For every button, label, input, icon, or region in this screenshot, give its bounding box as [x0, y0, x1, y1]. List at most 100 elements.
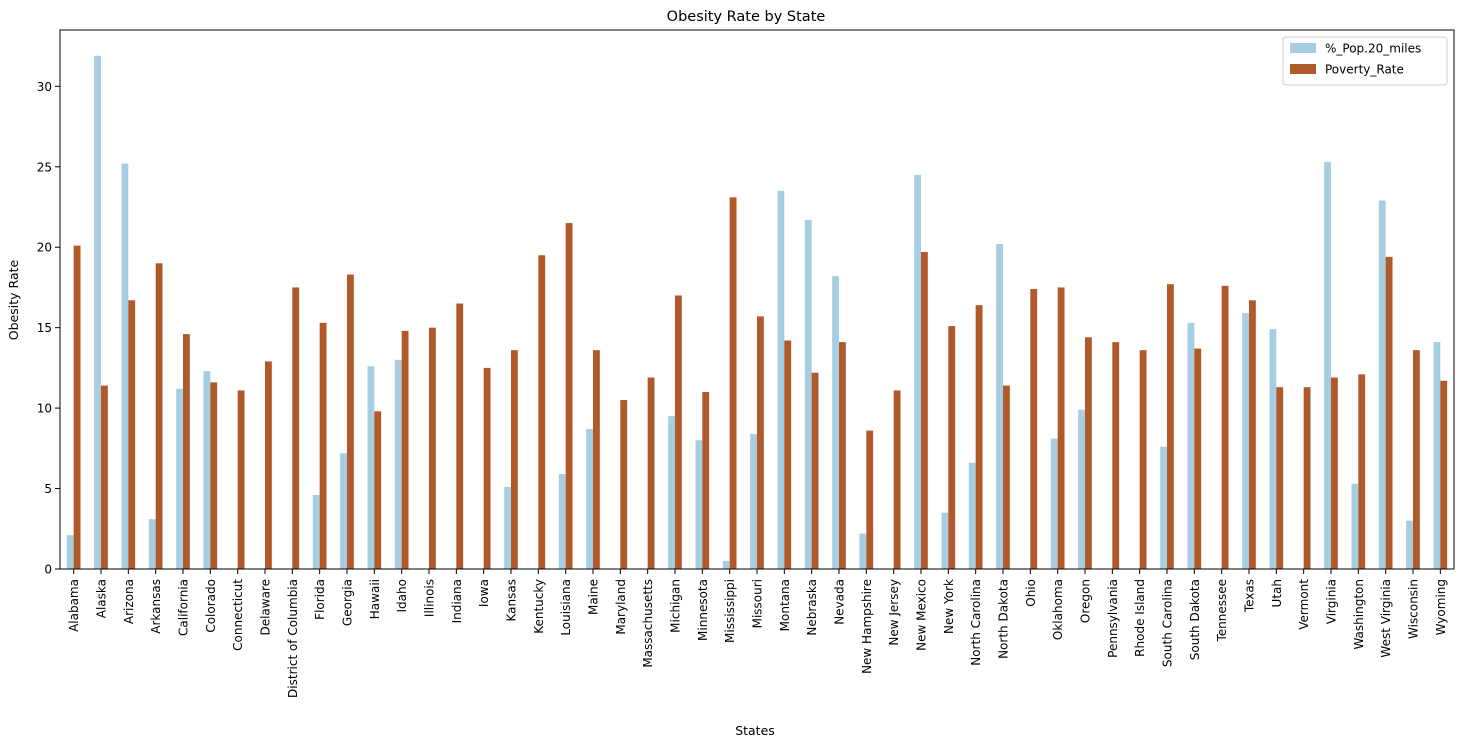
x-tick-label-wyoming: Wyoming	[1434, 579, 1448, 635]
bar-poverty-rate-tennessee	[1221, 285, 1229, 569]
bar-poverty-rate-utah	[1276, 387, 1284, 569]
x-tick-label-new-jersey: New Jersey	[887, 579, 901, 646]
bar-poverty-rate-arkansas	[155, 263, 163, 569]
bar-poverty-rate-rhode-island	[1139, 350, 1147, 569]
bar-poverty-rate-kentucky	[538, 255, 546, 569]
bar-poverty-rate-iowa	[483, 367, 491, 569]
bar-poverty-rate-virginia	[1331, 377, 1338, 569]
y-tick-label: 30	[37, 80, 52, 94]
legend-label-pop-20-miles: %_Pop.20_miles	[1325, 42, 1421, 56]
y-tick-label: 20	[37, 241, 52, 255]
bar-poverty-rate-north-dakota	[1003, 385, 1010, 569]
y-tick-label: 5	[44, 482, 52, 496]
bar-poverty-rate-wyoming	[1440, 380, 1448, 569]
x-tick-label-maryland: Maryland	[614, 579, 628, 635]
y-tick-label: 0	[44, 563, 52, 577]
bar-poverty-rate-new-jersey	[893, 390, 901, 569]
x-tick-label-south-carolina: South Carolina	[1161, 579, 1175, 667]
bar-pop-20-miles-colorado	[203, 371, 211, 569]
x-tick-label-oklahoma: Oklahoma	[1051, 579, 1065, 640]
bar-poverty-rate-florida	[319, 322, 327, 569]
x-tick-label-washington: Washington	[1352, 579, 1366, 650]
bar-poverty-rate-minnesota	[702, 392, 710, 569]
x-tick-label-hawaii: Hawaii	[368, 579, 382, 619]
bar-pop-20-miles-louisiana	[558, 474, 566, 569]
bar-poverty-rate-ohio	[1030, 289, 1038, 569]
bar-poverty-rate-arizona	[128, 300, 136, 569]
bar-poverty-rate-louisiana	[565, 223, 573, 569]
x-tick-label-district-of-columbia: District of Columbia	[286, 579, 300, 698]
bar-pop-20-miles-hawaii	[367, 366, 375, 569]
bar-poverty-rate-michigan	[675, 295, 682, 569]
bar-pop-20-miles-kansas	[504, 486, 511, 569]
bar-pop-20-miles-arizona	[121, 163, 129, 570]
bar-pop-20-miles-south-carolina	[1160, 446, 1167, 569]
x-tick-label-utah: Utah	[1270, 579, 1284, 607]
x-tick-label-kentucky: Kentucky	[532, 579, 546, 634]
bar-pop-20-miles-nebraska	[804, 219, 812, 570]
bar-poverty-rate-pennsylvania	[1112, 342, 1120, 569]
bar-pop-20-miles-utah	[1269, 329, 1277, 569]
legend-swatch-pop-20-miles	[1290, 43, 1316, 53]
x-tick-label-mississippi: Mississippi	[723, 579, 737, 643]
bar-poverty-rate-kansas	[511, 350, 518, 569]
bar-poverty-rate-idaho	[401, 330, 409, 569]
x-tick-label-alabama: Alabama	[67, 579, 81, 632]
bar-pop-20-miles-maine	[586, 429, 593, 569]
x-tick-label-ohio: Ohio	[1024, 579, 1038, 607]
bar-poverty-rate-new-mexico	[921, 252, 928, 570]
x-tick-label-tennessee: Tennessee	[1215, 579, 1229, 643]
bar-poverty-rate-connecticut	[237, 390, 245, 569]
legend: %_Pop.20_miles Poverty_Rate	[1282, 36, 1448, 86]
bar-poverty-rate-alaska	[101, 385, 108, 569]
bar-pop-20-miles-oklahoma	[1050, 438, 1058, 569]
bar-pop-20-miles-north-dakota	[996, 243, 1003, 570]
bar-poverty-rate-california	[183, 334, 190, 569]
x-tick-label-missouri: Missouri	[751, 579, 765, 628]
bar-poverty-rate-georgia	[347, 274, 354, 569]
x-tick-label-new-york: New York	[942, 579, 956, 634]
bar-pop-20-miles-new-hampshire	[859, 533, 867, 569]
bar-poverty-rate-washington	[1358, 374, 1366, 569]
x-tick-label-new-mexico: New Mexico	[915, 579, 929, 651]
x-tick-label-california: California	[177, 579, 191, 636]
x-axis: Alabama Alaska Arizona Arkansas California Co…	[67, 569, 1448, 698]
bar-poverty-rate-maryland	[620, 400, 628, 569]
x-tick-label-nevada: Nevada	[833, 579, 847, 625]
x-tick-label-connecticut: Connecticut	[231, 579, 245, 651]
legend-label-poverty-rate: Poverty_Rate	[1325, 63, 1404, 77]
bar-pop-20-miles-washington	[1351, 483, 1359, 569]
bar-pop-20-miles-wisconsin	[1406, 520, 1413, 569]
bar-pop-20-miles-alaska	[94, 55, 101, 570]
bar-poverty-rate-oregon	[1085, 337, 1092, 569]
legend-swatch-poverty-rate	[1290, 64, 1316, 74]
bar-poverty-rate-montana	[784, 340, 792, 569]
bar-poverty-rate-new-hampshire	[866, 430, 874, 569]
bar-poverty-rate-illinois	[429, 327, 436, 569]
x-tick-label-north-dakota: North Dakota	[997, 579, 1011, 659]
x-tick-label-texas: Texas	[1243, 579, 1257, 613]
bar-poverty-rate-mississippi	[729, 197, 737, 569]
x-tick-label-iowa: Iowa	[477, 579, 491, 607]
bar-poverty-rate-missouri	[757, 316, 764, 569]
x-tick-label-idaho: Idaho	[395, 579, 409, 612]
x-tick-label-arkansas: Arkansas	[149, 579, 163, 634]
x-tick-label-colorado: Colorado	[204, 579, 218, 633]
x-tick-label-montana: Montana	[778, 579, 792, 631]
bar-pop-20-miles-west-virginia	[1378, 200, 1386, 570]
bar-poverty-rate-south-carolina	[1167, 284, 1174, 569]
bar-pop-20-miles-alabama	[66, 535, 74, 569]
bar-pop-20-miles-georgia	[340, 453, 347, 569]
x-tick-label-nebraska: Nebraska	[805, 579, 819, 636]
bar-poverty-rate-maine	[593, 350, 600, 569]
x-tick-label-north-carolina: North Carolina	[969, 579, 983, 666]
bar-poverty-rate-district-of-columbia	[292, 287, 300, 569]
chart-title: Obesity Rate by State	[667, 9, 826, 25]
bar-poverty-rate-hawaii	[374, 411, 382, 569]
x-tick-label-new-hampshire: New Hampshire	[860, 579, 874, 674]
bar-pop-20-miles-california	[176, 388, 183, 569]
x-tick-label-arizona: Arizona	[122, 579, 136, 624]
x-tick-label-illinois: Illinois	[423, 579, 437, 617]
x-tick-label-massachusetts: Massachusetts	[641, 579, 655, 668]
bar-pop-20-miles-new-mexico	[914, 174, 921, 569]
